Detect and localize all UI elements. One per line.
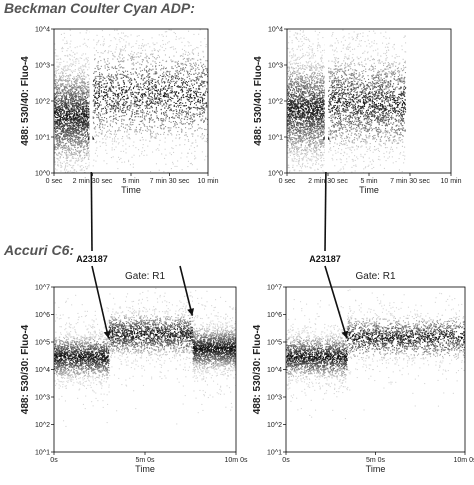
event-band-2	[328, 29, 407, 173]
y-tick-label: 10^3	[267, 395, 282, 402]
y-tick-label: 10^7	[267, 285, 282, 292]
y-axis-label: 488: 530/30: Fluo-4	[20, 324, 31, 414]
acquisition-gap	[89, 30, 93, 172]
x-axis-label: Time	[359, 185, 379, 195]
gate-title: Gate: R1	[125, 271, 165, 282]
acquisition-gap	[324, 30, 328, 172]
x-tick-label: 7 min 30 sec	[390, 178, 430, 185]
x-tick-label: 5m 0s	[366, 457, 386, 464]
annotation-etoh	[179, 265, 195, 316]
gate-title: Gate: R1	[355, 271, 395, 282]
chart-3: 10^1 10^2 10^3 10^4 10^5 10^6 10^7 0s 5m 0s 10m 0…	[20, 265, 248, 474]
x-tick-label: 10m 0s	[225, 457, 248, 464]
x-tick-label: 0s	[282, 457, 290, 464]
x-tick-label: 0s	[50, 457, 58, 464]
x-axis-label: Time	[121, 185, 141, 195]
y-tick-label: 10^5	[267, 340, 282, 347]
y-tick-label: 10^2	[35, 422, 50, 429]
y-tick-label: 10^3	[35, 395, 50, 402]
x-tick-label: 10 min	[197, 178, 218, 185]
y-tick-label: 10^1	[267, 450, 282, 457]
y-tick-label: 10^6	[35, 312, 50, 319]
x-tick-label: 0 sec	[46, 178, 63, 185]
chart-4: 10^1 10^2 10^3 10^4 10^5 10^6 10^7 0s 5m 0s 10m 0…	[252, 265, 474, 474]
y-tick-label: 10^0	[35, 171, 50, 178]
event-band-1	[287, 30, 326, 173]
chart-2: 10^0 10^1 10^2 10^3 10^4 0 sec 2 min 30 sec 5 m…	[253, 27, 462, 265]
y-tick-label: 10^4	[35, 367, 50, 374]
y-tick-label: 10^4	[35, 27, 50, 34]
y-tick-label: 10^2	[267, 422, 282, 429]
scatter-points	[54, 29, 208, 173]
x-tick-label: 5 min	[360, 178, 377, 185]
x-axis-label: Time	[366, 464, 386, 474]
x-axis-label: Time	[135, 464, 155, 474]
annotation-label: A23187	[309, 254, 341, 264]
x-tick-label: 2 min 30 sec	[308, 178, 348, 185]
event-band-1	[54, 29, 91, 173]
scatter-points	[287, 29, 407, 173]
scatter-points	[54, 287, 236, 427]
x-tick-label: 0 sec	[279, 178, 296, 185]
accuri-section-title: Accuri C6:	[4, 242, 75, 258]
y-tick-label: 10^2	[268, 99, 283, 106]
event-band-2	[108, 287, 194, 425]
y-tick-label: 10^3	[35, 63, 50, 70]
x-tick-label: 2 min 30 sec	[73, 178, 113, 185]
y-tick-label: 10^4	[268, 27, 283, 34]
event-band-2	[92, 29, 208, 173]
event-band-1	[286, 299, 348, 420]
y-tick-label: 10^5	[35, 340, 50, 347]
y-axis-label: 488: 530/30: Fluo-4	[252, 324, 263, 414]
y-tick-label: 10^1	[35, 135, 50, 142]
annotation-label: A23187	[76, 254, 108, 264]
x-tick-label: 10 min	[440, 178, 461, 185]
y-tick-label: 10^6	[267, 312, 282, 319]
event-band-3	[192, 290, 236, 414]
x-tick-label: 5m 0s	[135, 457, 155, 464]
x-tick-label: 5 min	[122, 178, 139, 185]
y-tick-label: 10^1	[268, 135, 283, 142]
x-tick-label: 10m 0s	[454, 457, 474, 464]
cyan-section-title: Beckman Coulter Cyan ADP:	[4, 0, 195, 16]
annotation-a23187	[91, 265, 111, 339]
y-tick-label: 10^2	[35, 99, 50, 106]
y-tick-label: 10^3	[268, 63, 283, 70]
scatter-points	[286, 289, 465, 420]
y-axis-label: 488: 530/40: Fluo-4	[253, 56, 264, 146]
y-tick-label: 10^7	[35, 285, 50, 292]
chart-1: 10^0 10^1 10^2 10^3 10^4 0 sec 2 min 30 sec 5 m…	[20, 27, 219, 265]
x-tick-label: 7 min 30 sec	[150, 178, 190, 185]
event-band-2	[346, 289, 465, 411]
annotation-a23187	[324, 265, 349, 339]
event-band-1	[54, 294, 110, 427]
y-tick-label: 10^1	[35, 450, 50, 457]
y-tick-label: 10^4	[267, 367, 282, 374]
y-tick-label: 10^0	[268, 171, 283, 178]
y-axis-label: 488: 530/40: Fluo-4	[20, 56, 31, 146]
